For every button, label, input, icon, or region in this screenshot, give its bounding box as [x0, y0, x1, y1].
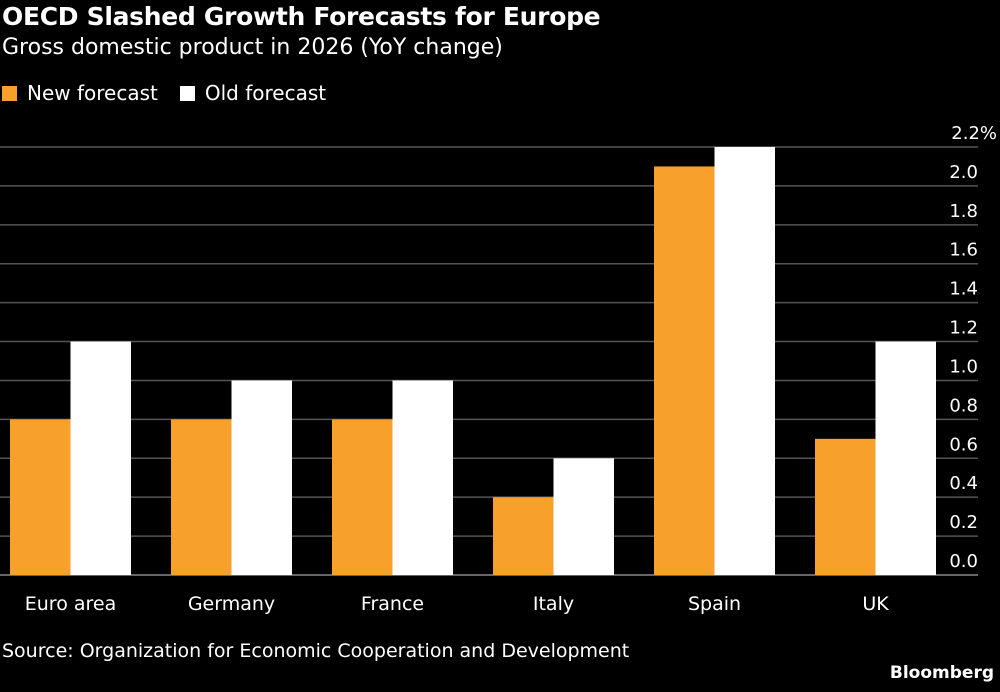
y-tick-label: 0.8 [949, 395, 978, 416]
bar-old [714, 147, 775, 575]
bloomberg-logo: Bloomberg [889, 663, 994, 683]
y-tick-label: 0.6 [949, 434, 978, 455]
legend-label-new: New forecast [27, 81, 158, 105]
y-tick-label: 0.4 [949, 473, 978, 494]
bar-new [815, 438, 876, 575]
bar-new [171, 419, 232, 575]
y-tick-label: 1.2 [949, 318, 978, 339]
y-tick-label: 1.4 [949, 279, 978, 300]
x-tick-label: Italy [533, 593, 574, 615]
legend-item-old: Old forecast [179, 81, 327, 105]
x-tick-label: Spain [688, 593, 741, 615]
y-tick-label: 1.6 [949, 240, 978, 261]
chart-subtitle: Gross domestic product in 2026 (YoY chan… [2, 35, 503, 60]
y-tick-label: 1.8 [949, 201, 978, 222]
y-tick-label: 2.0 [949, 162, 978, 183]
legend-item-new: New forecast [2, 81, 158, 105]
y-tick-label: 1.0 [949, 356, 978, 377]
legend-label-old: Old forecast [204, 81, 327, 105]
y-tick-label: 2.2% [951, 123, 997, 144]
bar-new [332, 419, 393, 575]
bar-new [654, 166, 715, 576]
x-tick-label: UK [862, 593, 889, 615]
source-note: Source: Organization for Economic Cooper… [2, 640, 630, 662]
bar-new [10, 419, 71, 575]
legend-swatch-old [179, 85, 195, 101]
bar-old [553, 458, 614, 575]
bar-old [392, 380, 453, 575]
bar-old [70, 341, 131, 575]
legend: New forecast Old forecast [2, 81, 326, 105]
legend-swatch-new [2, 85, 17, 101]
x-tick-label: Germany [188, 593, 275, 615]
y-tick-label: 0.2 [949, 512, 978, 533]
x-tick-label: Euro area [25, 593, 116, 615]
chart-title: OECD Slashed Growth Forecasts for Europe [2, 2, 601, 31]
bar-old [231, 380, 292, 575]
bar-new [493, 497, 554, 575]
y-tick-label: 0.0 [949, 551, 978, 572]
x-tick-label: France [361, 593, 424, 615]
bar-old [875, 341, 936, 575]
